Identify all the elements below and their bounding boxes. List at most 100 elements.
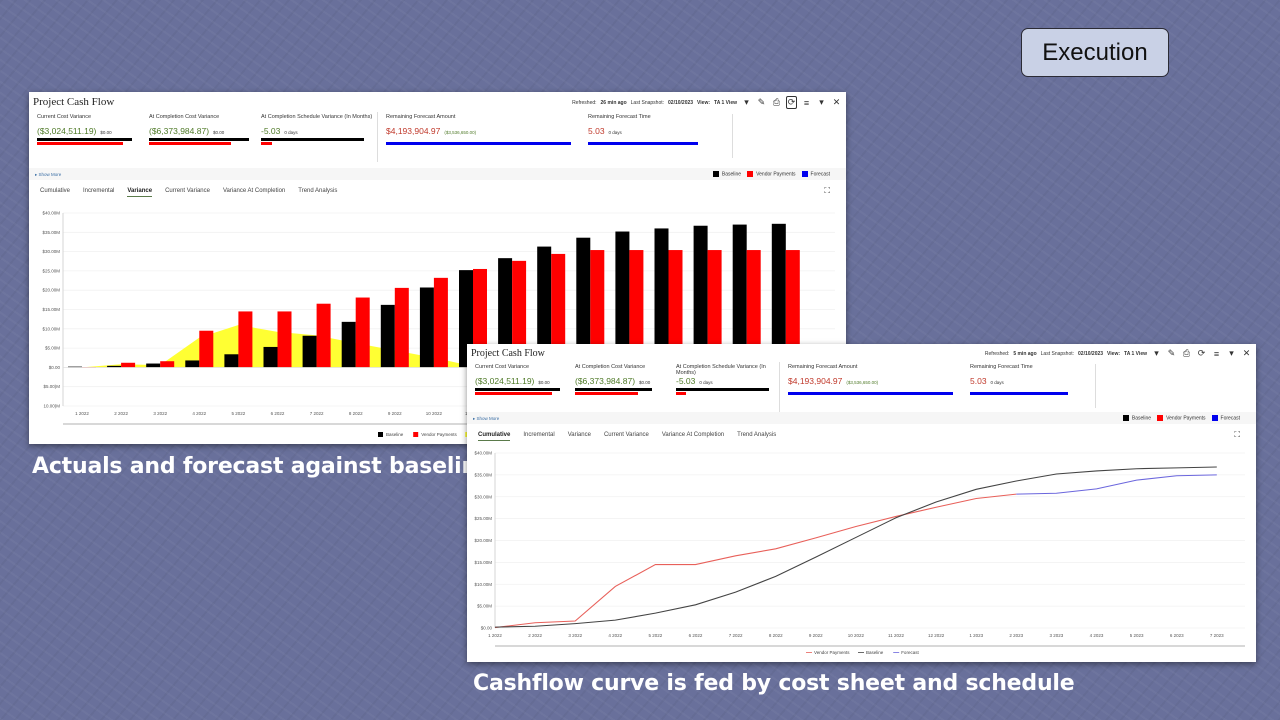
kpi-secondary: 0 days [699, 380, 713, 385]
show-more-link[interactable]: ▸ Show More [35, 172, 62, 177]
tab-incremental[interactable]: Incremental [523, 432, 555, 438]
x-tick-label: 11 2022 [888, 633, 904, 638]
y-tick-label: $15.00M [474, 560, 492, 565]
y-tick-label: $40.00M [42, 211, 60, 216]
bar-vendor-payments [277, 311, 292, 368]
kpi-secondary: ($3,536,650.00) [846, 380, 879, 385]
legend-label: Baseline [386, 432, 404, 437]
tab-variance[interactable]: Variance [127, 188, 153, 197]
bar-baseline [146, 363, 161, 368]
x-tick-label: 5 2022 [232, 411, 246, 416]
tab-current-variance[interactable]: Current Variance [603, 432, 649, 438]
refresh-icon[interactable]: ⟳ [1197, 348, 1206, 358]
legend-swatch [413, 432, 419, 437]
bar-vendor-payments [316, 303, 331, 368]
fullscreen-icon[interactable]: ⛶ [824, 186, 830, 195]
kpi-value: ($3,024,511.19) [475, 376, 535, 386]
show-more-link[interactable]: ▸ Show More [473, 416, 500, 421]
bar-vendor-payments [629, 250, 644, 368]
printer-icon[interactable]: ⎙ [1182, 348, 1191, 358]
kpi-value: $4,193,904.97 [386, 126, 441, 136]
kpi-legend: Baseline Vendor Payments Forecast [1122, 415, 1240, 421]
tab-bar: Cumulative Incremental Variance Current Var… [478, 432, 776, 441]
kpi-value-bar [970, 392, 1068, 395]
y-tick-label: $30.00M [474, 494, 492, 499]
bar-baseline [419, 287, 434, 368]
tab-variance[interactable]: Variance [567, 432, 591, 438]
tab-trend-analysis[interactable]: Trend Analysis [298, 188, 338, 194]
kpi-label: Current Cost Variance [475, 364, 530, 370]
y-tick-label: $20.00M [474, 538, 492, 543]
kpi-baseline-bar [149, 138, 249, 141]
y-tick-label: $5.00)M [43, 384, 60, 389]
pencil-icon[interactable]: ✎ [757, 97, 766, 107]
menu-icon[interactable]: ≡ [1213, 348, 1220, 359]
bar-baseline [107, 365, 122, 368]
menu-icon[interactable]: ≡ [803, 97, 810, 108]
tab-incremental[interactable]: Incremental [83, 188, 115, 194]
kpi-secondary: ($3,536,650.00) [444, 130, 477, 135]
close-icon[interactable]: ✕ [1242, 348, 1251, 358]
fullscreen-icon[interactable]: ⛶ [1234, 430, 1240, 439]
x-tick-label: 1 2022 [75, 411, 89, 416]
kpi-label: At Completion Schedule Variance (In Mont… [676, 364, 766, 376]
x-tick-label: 7 2023 [1210, 633, 1224, 638]
legend-label: Vendor Payments [814, 650, 850, 655]
kpi-label: Remaining Forecast Amount [788, 364, 858, 370]
tab-variance-at-completion[interactable]: Variance At Completion [661, 432, 725, 438]
x-tick-label: 7 2022 [310, 411, 324, 416]
kpi-value-bar [588, 142, 698, 145]
x-tick-label: 4 2023 [1090, 633, 1104, 638]
kpi-card: At Completion Cost Variance ($6,373,984.8… [141, 112, 253, 162]
view-dropdown-icon[interactable]: ▾ [744, 97, 749, 107]
kpi-card: Remaining Forecast Time 5.03 0 days [580, 112, 720, 162]
view-value[interactable]: TA 1 View [1124, 350, 1147, 357]
bar-baseline [615, 231, 630, 368]
kpi-card: Remaining Forecast Time 5.03 0 days [962, 362, 1102, 412]
pencil-icon[interactable]: ✎ [1167, 348, 1176, 358]
x-tick-label: 3 2022 [153, 411, 167, 416]
bar-baseline [537, 246, 552, 368]
y-tick-label: $0.00 [481, 626, 493, 631]
kpi-label: At Completion Cost Variance [149, 114, 220, 120]
tab-cumulative[interactable]: Cumulative [40, 188, 71, 194]
show-more-label: Show More [476, 416, 500, 421]
refreshed-value: 5 min ago [1013, 350, 1037, 357]
line-vendor-payments [494, 493, 1017, 629]
chevron-down-icon[interactable]: ▾ [819, 97, 824, 107]
chevron-down-icon[interactable]: ▾ [1229, 348, 1234, 358]
bar-vendor-payments [746, 250, 761, 368]
chart-bar: $40.00M $35.00M $30.00M $25.00M $20.00M $15.0… [42, 211, 835, 437]
kpi-value-bar [261, 142, 273, 145]
legend-item: Forecast [1211, 415, 1240, 421]
snapshot-value: 02/10/2023 [668, 99, 694, 106]
bar-vendor-payments [199, 330, 214, 368]
view-dropdown-icon[interactable]: ▾ [1154, 348, 1159, 358]
bar-vendor-payments [121, 362, 136, 368]
refreshed-label: Refreshed: [572, 99, 597, 106]
close-icon[interactable]: ✕ [832, 97, 841, 107]
tab-current-variance[interactable]: Current Variance [165, 188, 210, 194]
kpi-secondary: $0.00 [538, 380, 550, 385]
kpi-row: Current Cost Variance ($3,024,511.19) $0.0… [467, 362, 1256, 412]
show-more-label: Show More [38, 172, 62, 177]
bar-vendor-payments [551, 253, 566, 368]
view-value[interactable]: TA 1 View [714, 99, 737, 106]
y-tick-label: $25.00M [42, 268, 60, 273]
refreshed-value: 26 min ago [600, 99, 627, 106]
legend-item: Baseline [712, 171, 741, 177]
tab-trend-analysis[interactable]: Trend Analysis [737, 432, 777, 438]
tab-cumulative[interactable]: Cumulative [478, 432, 511, 441]
view-label: View: [697, 99, 711, 106]
x-tick-label: 3 2023 [1050, 633, 1064, 638]
printer-icon[interactable]: ⎙ [772, 97, 781, 107]
bar-baseline [224, 354, 239, 368]
refresh-icon[interactable]: ⟳ [786, 96, 797, 109]
tab-variance-at-completion[interactable]: Variance At Completion [222, 188, 286, 194]
legend-swatch [1157, 415, 1164, 421]
x-tick-label: 5 2023 [1130, 633, 1144, 638]
kpi-baseline-bar [676, 388, 769, 391]
x-tick-label: 12 2022 [928, 633, 945, 638]
bar-vendor-payments [238, 311, 253, 368]
kpi-row: Current Cost Variance ($3,024,511.19) $0.0… [29, 112, 846, 162]
